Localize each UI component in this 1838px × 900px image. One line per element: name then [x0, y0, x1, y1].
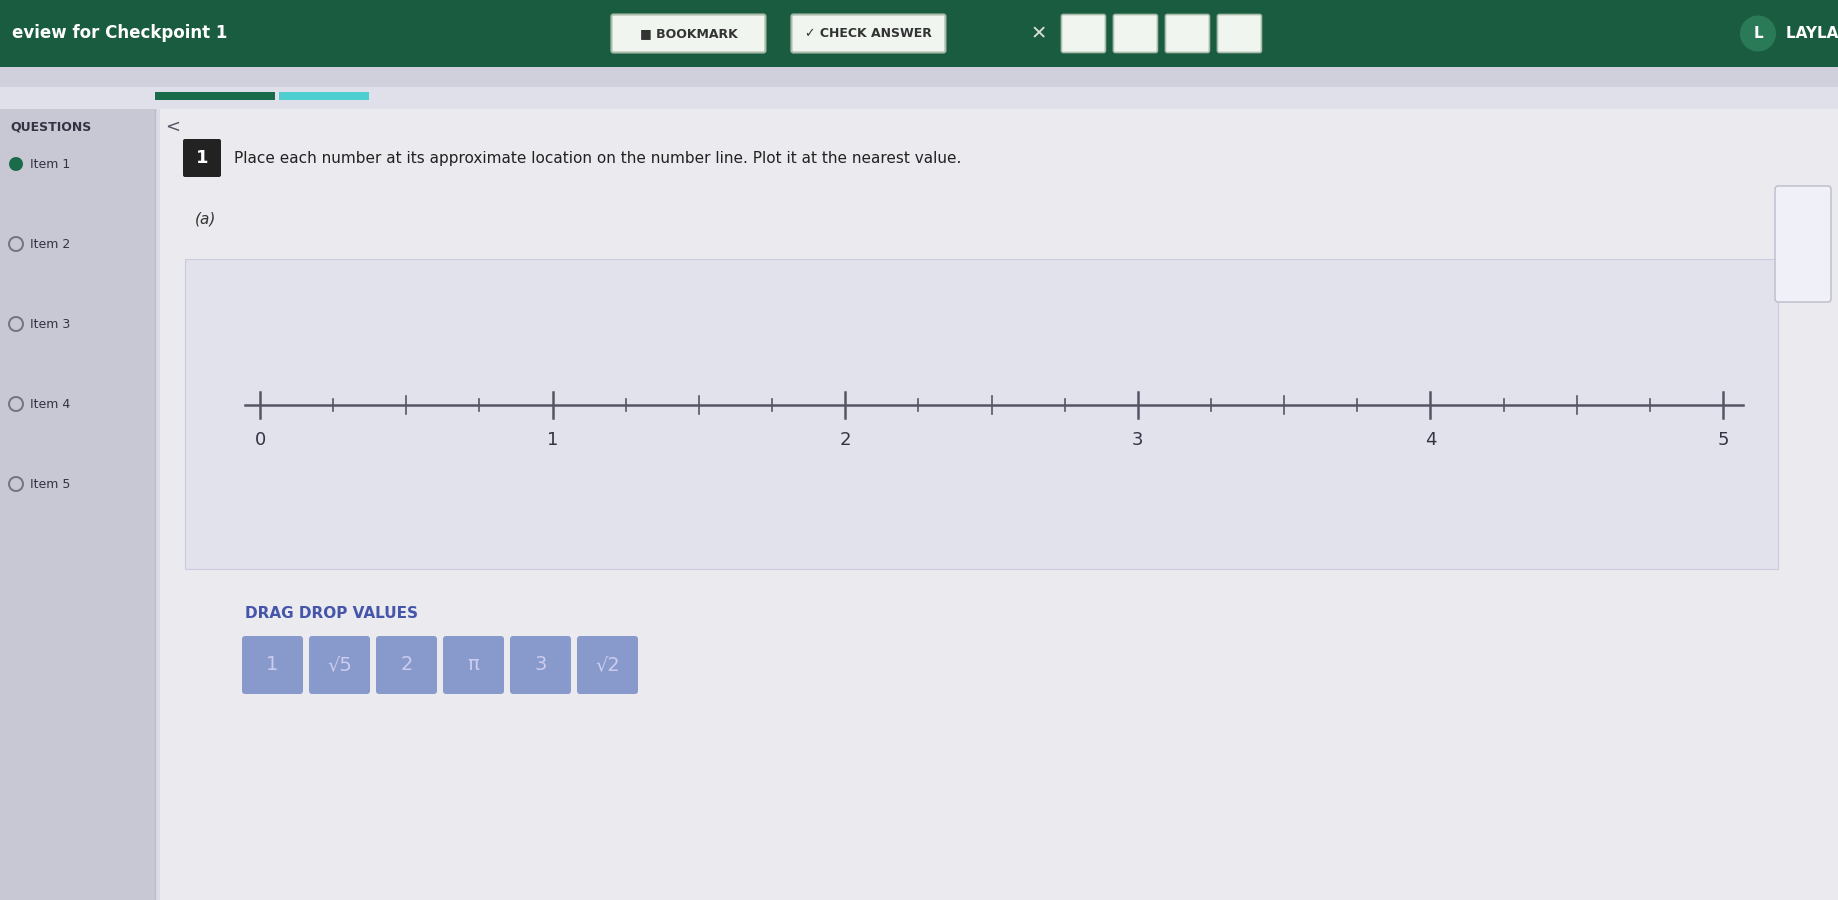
Text: LAYLA C: LAYLA C	[1787, 26, 1838, 41]
Bar	[0, 67, 1838, 87]
Bar	[160, 109, 1838, 900]
Circle shape	[1741, 15, 1776, 51]
FancyBboxPatch shape	[443, 636, 504, 694]
Text: 4: 4	[1424, 431, 1435, 449]
FancyBboxPatch shape	[612, 14, 765, 52]
Bar	[0, 0, 1838, 67]
Text: Item 2: Item 2	[29, 238, 70, 250]
FancyBboxPatch shape	[1217, 14, 1261, 52]
Text: 1: 1	[197, 149, 208, 167]
Text: 2: 2	[401, 655, 414, 674]
Circle shape	[9, 157, 24, 171]
Text: ✓ CHECK ANSWER: ✓ CHECK ANSWER	[805, 27, 932, 40]
Text: ✕: ✕	[1031, 24, 1046, 43]
Bar	[279, 92, 369, 100]
Text: 1: 1	[548, 431, 559, 449]
Text: Place each number at its approximate location on the number line. Plot it at the: Place each number at its approximate loc…	[233, 150, 961, 166]
Text: 5: 5	[1717, 431, 1730, 449]
Text: ■ BOOKMARK: ■ BOOKMARK	[640, 27, 737, 40]
Bar	[0, 109, 154, 900]
Text: L: L	[1753, 26, 1763, 41]
Text: Item 1: Item 1	[29, 158, 70, 170]
FancyBboxPatch shape	[1061, 14, 1105, 52]
Text: 1: 1	[267, 655, 279, 674]
Text: Item 5: Item 5	[29, 478, 70, 491]
FancyBboxPatch shape	[509, 636, 572, 694]
Text: 0: 0	[254, 431, 267, 449]
Text: √5: √5	[327, 655, 351, 674]
Text: <: <	[165, 118, 180, 136]
Bar	[154, 92, 276, 100]
Text: Item 3: Item 3	[29, 318, 70, 330]
Text: eview for Checkpoint 1: eview for Checkpoint 1	[13, 24, 228, 42]
Text: QUESTIONS: QUESTIONS	[9, 121, 92, 133]
Text: √2: √2	[596, 655, 619, 674]
Text: 2: 2	[840, 431, 851, 449]
Text: Item 4: Item 4	[29, 398, 70, 410]
Bar	[186, 259, 1777, 569]
FancyBboxPatch shape	[309, 636, 369, 694]
Text: π: π	[467, 655, 480, 674]
FancyBboxPatch shape	[184, 139, 221, 177]
FancyBboxPatch shape	[1165, 14, 1209, 52]
FancyBboxPatch shape	[577, 636, 638, 694]
FancyBboxPatch shape	[1114, 14, 1158, 52]
FancyBboxPatch shape	[243, 636, 303, 694]
Text: DRAG DROP VALUES: DRAG DROP VALUES	[244, 607, 417, 622]
Text: 3: 3	[535, 655, 546, 674]
FancyBboxPatch shape	[377, 636, 437, 694]
Text: (a): (a)	[195, 212, 217, 227]
FancyBboxPatch shape	[792, 14, 945, 52]
FancyBboxPatch shape	[1776, 186, 1831, 302]
Bar	[0, 87, 1838, 109]
Text: 3: 3	[1132, 431, 1143, 449]
